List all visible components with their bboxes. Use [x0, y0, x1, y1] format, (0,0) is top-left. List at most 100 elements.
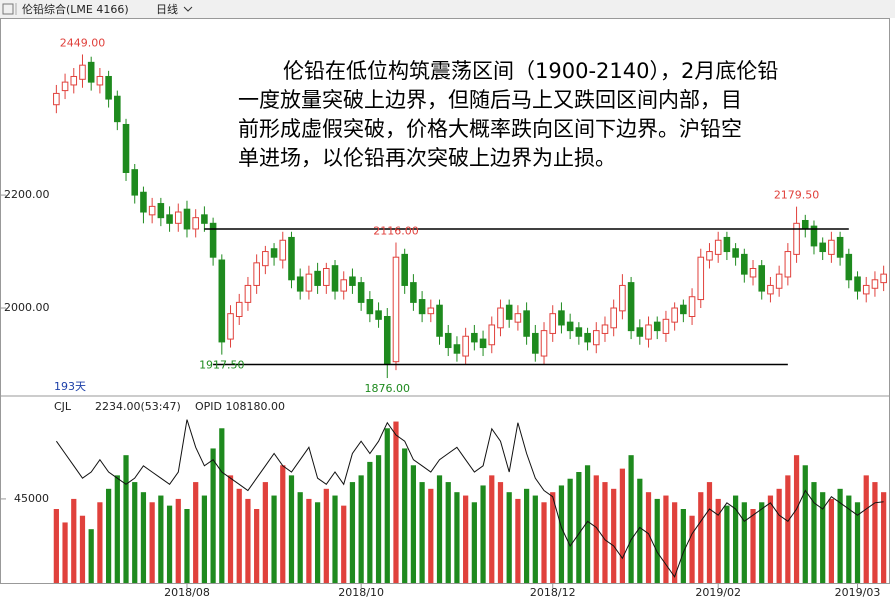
price-label: 2116.00	[373, 225, 419, 238]
note-line: 前形成虚假突破，价格大概率跌向区间下边界。沪铅空	[238, 117, 742, 141]
candle-body	[880, 273, 887, 284]
opid-line	[55, 419, 884, 578]
volume-bar	[672, 502, 678, 583]
volume-bar	[558, 485, 565, 583]
candle-body	[218, 259, 226, 343]
candle-body	[148, 205, 156, 216]
candle-body	[331, 265, 339, 292]
candle-body	[845, 253, 853, 281]
volume-bar	[741, 502, 747, 583]
candle-body	[662, 318, 670, 334]
volume-bar	[593, 475, 599, 583]
volume-bar	[576, 472, 582, 583]
x-tick-label: 2019/02	[695, 586, 741, 599]
candle-body	[741, 253, 748, 275]
candle-body	[505, 304, 513, 320]
candle-body	[540, 330, 548, 357]
volume-bar	[236, 488, 242, 583]
days-label: 193天	[54, 380, 86, 393]
v-tick-label: 45000	[14, 492, 49, 505]
volume-bar	[375, 455, 382, 583]
candle-body	[235, 301, 243, 317]
price-label: 2179.50	[774, 189, 820, 202]
candle-body	[279, 239, 287, 261]
volume-bar	[140, 492, 147, 583]
symbol[interactable]: 伦铅综合(LME 4166)	[22, 2, 129, 16]
candle-body	[636, 327, 644, 337]
volume-bar	[689, 515, 695, 583]
volume-bar	[811, 482, 817, 583]
volume-bar	[445, 482, 451, 583]
volume-bar	[532, 495, 538, 583]
price-label: 1917.50	[199, 359, 245, 372]
volume-bar	[506, 492, 512, 583]
candle-body	[61, 81, 69, 92]
volume-bar	[402, 448, 408, 583]
volume-bar	[262, 482, 268, 583]
y-tick-label: 2200.00	[4, 188, 50, 201]
dropdown-arrow[interactable]	[183, 6, 193, 12]
volume-bar	[210, 448, 216, 583]
volume-bar	[602, 482, 608, 583]
volume-bar	[271, 495, 277, 583]
volume-bar	[349, 482, 356, 583]
candle-body	[227, 313, 234, 340]
volume-bar	[306, 498, 312, 583]
volume-bar	[463, 495, 469, 583]
candle-body	[270, 248, 278, 258]
candle-body	[488, 324, 496, 346]
volume-bar	[288, 475, 295, 583]
candle-body	[166, 214, 173, 224]
candle-body	[349, 276, 356, 286]
note: 伦铅在低位构筑震荡区间（1900-2140），2月底伦铅一度放量突破上边界，但随…	[238, 59, 778, 170]
candle-body	[427, 307, 435, 315]
volume-bar	[245, 498, 251, 583]
candle-body	[401, 253, 408, 286]
volume-bar	[480, 485, 486, 583]
period[interactable]: 日线	[156, 2, 178, 16]
volume-bar	[854, 502, 861, 583]
candle-body	[436, 304, 443, 337]
volume-bar	[767, 495, 774, 583]
candle-body	[549, 313, 557, 334]
candle-body	[862, 284, 870, 295]
volume-bar	[637, 478, 643, 583]
volume-bar	[750, 509, 756, 583]
candle-body	[784, 251, 792, 278]
volume-bar	[515, 498, 521, 583]
volume-bar	[541, 502, 547, 583]
volume-bar	[184, 509, 190, 583]
price-label: 2449.00	[60, 36, 106, 49]
candle-body	[174, 211, 182, 224]
volume-bar	[846, 495, 852, 583]
volume-bar	[314, 502, 321, 583]
volume-bar	[175, 498, 181, 583]
volume-bar	[201, 495, 208, 583]
candle-body	[410, 282, 417, 303]
candle-body	[253, 262, 260, 286]
volume-bar	[149, 502, 155, 583]
volume-bar	[820, 492, 826, 583]
x-tick-label: 2018/10	[338, 586, 384, 599]
volume-bar	[732, 495, 739, 583]
volume-bar	[881, 492, 887, 583]
candle-body	[53, 92, 60, 106]
candle-body	[627, 282, 635, 332]
volume-bar	[628, 455, 634, 583]
candle-body	[497, 307, 504, 329]
indicator-name: CJL	[54, 400, 72, 413]
candle-body	[479, 338, 487, 349]
volume-bar	[619, 468, 626, 583]
volume-bar	[428, 488, 434, 583]
volume-bar	[776, 488, 782, 583]
candle-body	[392, 256, 400, 363]
candle-body	[758, 265, 766, 292]
volume-bar	[715, 498, 721, 583]
volume-bar	[724, 505, 730, 583]
note-line: 伦铅在低位构筑震荡区间（1900-2140），2月底伦铅	[283, 59, 778, 83]
volume-bar	[193, 482, 199, 583]
candle-body	[645, 324, 652, 340]
candle-body	[514, 313, 522, 323]
candle-body	[157, 203, 165, 219]
